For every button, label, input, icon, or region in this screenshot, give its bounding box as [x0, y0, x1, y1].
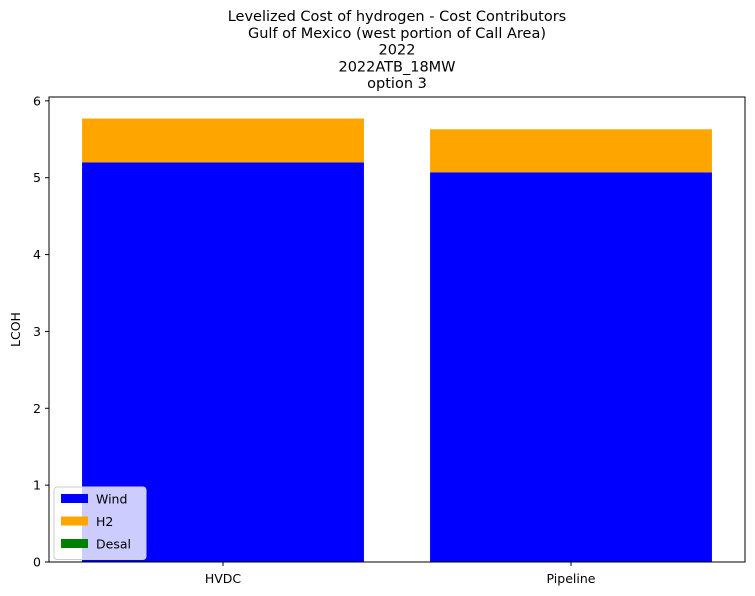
x-tick-label: Pipeline	[547, 571, 596, 586]
chart-title-line: 2022ATB_18MW	[338, 59, 455, 75]
bar-h2-hvdc	[82, 118, 364, 163]
y-tick-label: 6	[33, 93, 41, 108]
chart-title-line: 2022	[379, 43, 416, 59]
y-tick-label: 2	[33, 401, 41, 416]
axes-frame	[48, 96, 746, 563]
x-axis-ticks: HVDC Pipeline	[205, 562, 596, 586]
y-tick-label: 5	[33, 170, 41, 185]
x-tick-label: HVDC	[205, 571, 242, 586]
y-tick-label: 3	[33, 324, 41, 339]
legend-label-desal: Desal	[96, 537, 131, 552]
legend-swatch-h2	[61, 516, 88, 526]
chart-title-line: Levelized Cost of hydrogen - Cost Contri…	[228, 9, 567, 25]
y-tick-label: 1	[33, 478, 41, 493]
chart-title-line: option 3	[367, 76, 427, 92]
bar-h2-pipeline	[430, 129, 712, 173]
bars	[82, 118, 712, 563]
legend-swatch-desal	[61, 539, 88, 548]
legend-swatch-wind	[61, 494, 88, 503]
chart-title-line: Gulf of Mexico (west portion of Call Are…	[248, 26, 546, 42]
y-axis-ticks: 0 1 2 3 4 5 6	[33, 93, 49, 570]
legend-label-h2: H2	[96, 514, 113, 529]
legend: Wind H2 Desal	[53, 486, 147, 560]
legend-label-wind: Wind	[96, 492, 127, 507]
y-tick-label: 0	[33, 555, 41, 570]
chart-title: Levelized Cost of hydrogen - Cost Contri…	[228, 9, 567, 92]
bar-wind-pipeline	[430, 172, 712, 562]
y-axis-label: LCOH	[8, 312, 23, 347]
y-tick-label: 4	[33, 247, 41, 262]
